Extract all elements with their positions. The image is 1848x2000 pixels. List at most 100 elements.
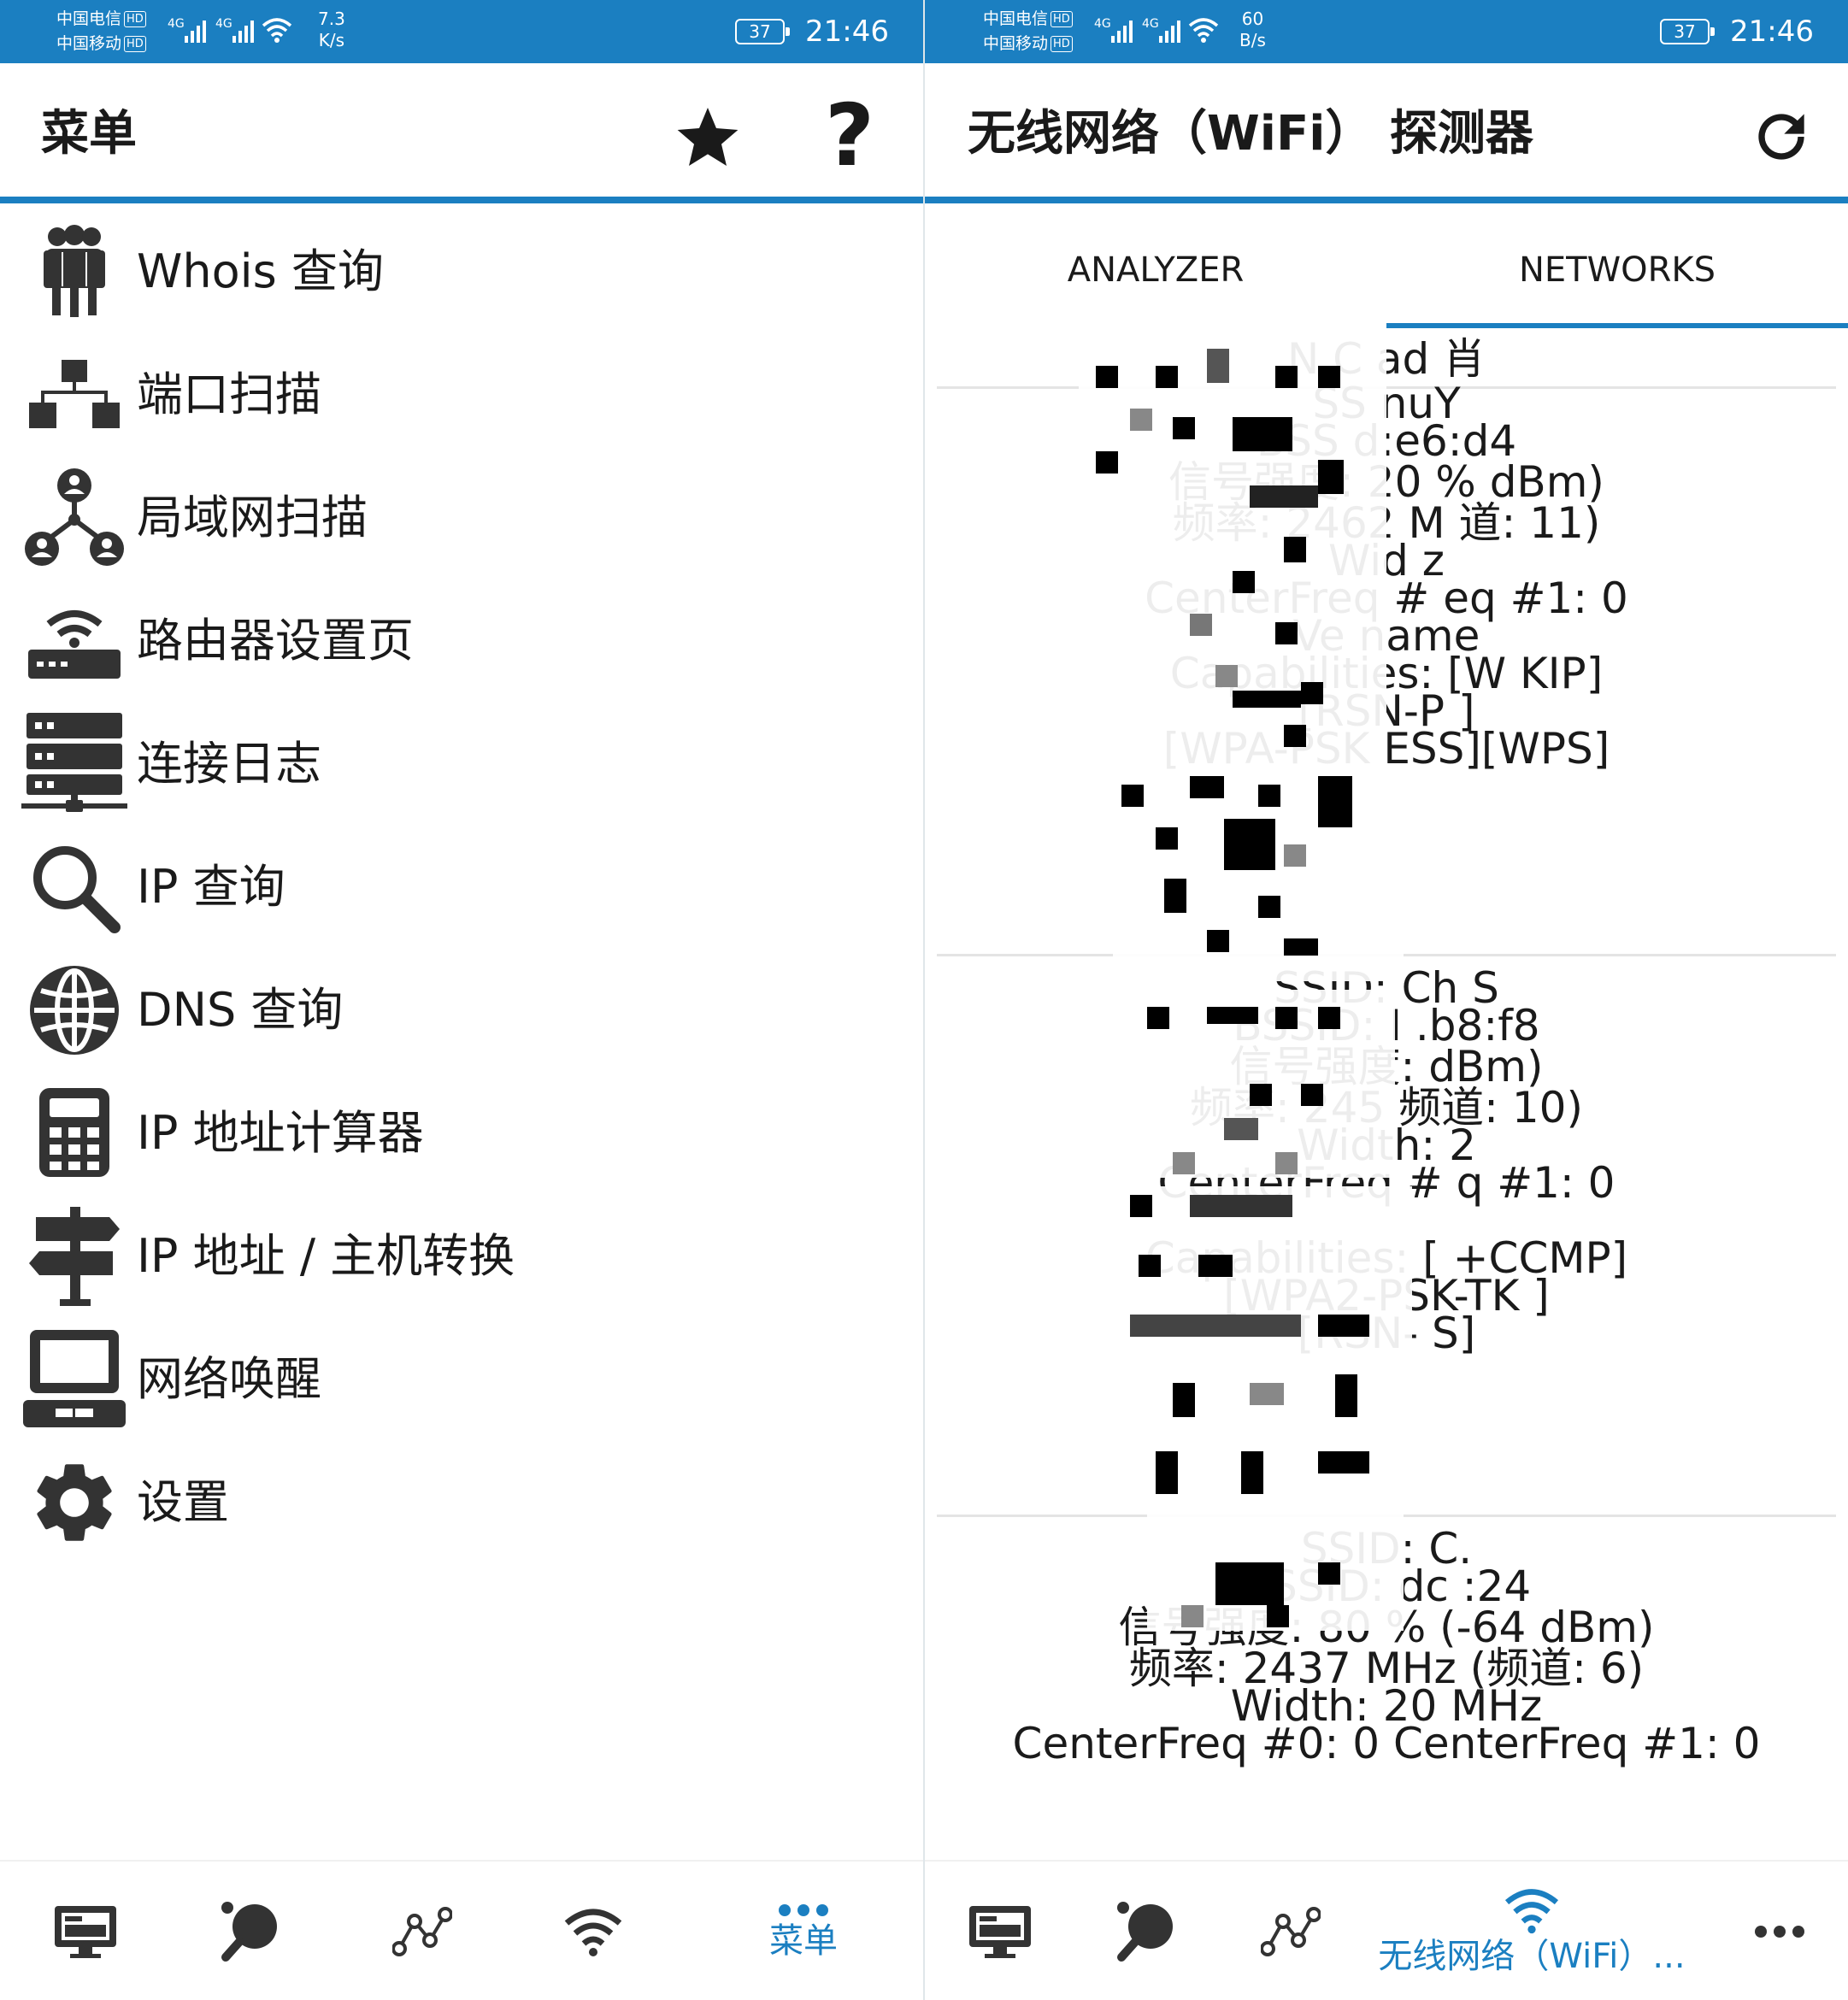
monitor-dashboard-icon [55,1906,116,1958]
nav-ping[interactable] [1096,1862,1198,2000]
status-bar: 中国电信 HD 中国移动 HD 4G 4G 7.3 K/s 37 21:46 [0,0,923,63]
privacy-mosaic [1147,1443,1404,1631]
bottom-nav: 菜单 [0,1860,923,2000]
signal-icon: 4G 4G [1094,12,1239,53]
more-dots-icon [1755,1926,1804,1938]
page-title: 无线网络（WiFi） 探测器 [968,106,1533,162]
search-icon [19,832,130,943]
wifi-icon [564,1909,622,1956]
menu-item-wake-on-lan[interactable]: 网络唤醒 [0,1318,923,1441]
menu-item-label: 设置 [137,1475,229,1529]
hd-badge: HD [1051,36,1073,52]
carrier-1: 中国电信 [56,9,122,28]
tab-networks[interactable]: NETWORKS [1518,250,1716,290]
net-speed: 7.3 K/s [318,9,345,50]
menu-screen: 中国电信 HD 中国移动 HD 4G 4G 7.3 K/s 37 21:46 菜单 [0,0,923,2000]
svg-text:4G: 4G [215,17,232,31]
battery-icon: 37 [735,19,790,44]
refresh-icon [1758,114,1804,160]
server-log-icon [19,709,130,820]
tab-analyzer[interactable]: ANALYZER [1067,250,1245,290]
svg-text:4G: 4G [1142,17,1159,31]
page-title: 菜单 [41,106,137,162]
menu-item-connection-log[interactable]: 连接日志 [0,703,923,826]
network-tree-icon [19,339,130,450]
network-line: Width: 20 MHz [1230,1681,1543,1731]
carrier-2: 中国移动 [56,34,122,53]
privacy-mosaic [1079,332,1386,776]
app-bar: 菜单 ? [0,63,923,203]
calculator-icon [19,1078,130,1189]
hd-badge: HD [1051,11,1073,27]
network-list: N C ad 肖 SS nuY BSS d:e6:d4 信号强度: 20 % d… [925,332,1848,1844]
menu-item-label: 局域网扫描 [137,491,368,544]
globe-icon [19,955,130,1066]
menu-item-label: IP 查询 [137,860,285,914]
tab-indicator [1386,323,1848,328]
nav-traceroute[interactable] [1239,1862,1342,2000]
nav-ping[interactable] [200,1862,303,2000]
menu-item-ip-host-convert[interactable]: IP 地址 / 主机转换 [0,1195,923,1318]
ping-pong-icon [1117,1902,1173,1962]
wifi-analyzer-screen: 中国电信 HD 中国移动 HD 4G 4G 60 B/s 37 21:46 无线网络… [925,0,1848,2000]
signpost-icon [19,1201,130,1312]
svg-text:4G: 4G [168,17,185,31]
menu-item-dns-lookup[interactable]: DNS 查询 [0,949,923,1072]
privacy-mosaic [1113,776,1404,981]
menu-item-settings[interactable]: 设置 [0,1441,923,1564]
status-bar: 中国电信 HD 中国移动 HD 4G 4G 60 B/s 37 21:46 [925,0,1848,63]
carrier-info: 中国电信 HD 中国移动 HD [983,7,1073,56]
menu-item-router-setup[interactable]: 路由器设置页 [0,579,923,703]
clock: 21:46 [1730,15,1814,49]
separator [937,386,1836,389]
nav-wifi[interactable]: 无线网络（WiFi）... [1352,1862,1711,2000]
monitor-dashboard-icon [969,1906,1031,1958]
refresh-button[interactable] [1740,96,1822,178]
signal-icon: 4G 4G [168,12,313,53]
nav-dashboard[interactable] [34,1862,137,2000]
nav-traceroute[interactable] [371,1862,474,2000]
network-item[interactable]: SS nuY BSS d:e6:d4 信号强度: 20 % dBm) 频率: 2… [937,376,1836,776]
privacy-mosaic [1121,1186,1412,1443]
menu-item-label: 连接日志 [137,737,321,791]
menu-item-port-scan[interactable]: 端口扫描 [0,333,923,456]
menu-item-ip-lookup[interactable]: IP 查询 [0,826,923,949]
menu-item-label: IP 地址 / 主机转换 [137,1229,515,1283]
battery-icon: 37 [1660,19,1715,44]
menu-item-whois[interactable]: Whois 查询 [0,210,923,333]
star-icon [677,108,739,166]
menu-item-lan-scan[interactable]: 局域网扫描 [0,456,923,579]
nav-menu-label: 菜单 [769,1921,838,1961]
menu-item-label: Whois 查询 [137,244,384,298]
svg-text:4G: 4G [1094,17,1111,31]
bottom-nav: 无线网络（WiFi）... [925,1860,1848,2000]
lan-users-icon [19,462,130,574]
menu-item-ip-calculator[interactable]: IP 地址计算器 [0,1072,923,1195]
nav-wifi-label: 无线网络（WiFi）... [1378,1937,1686,1976]
tab-bar: ANALYZER NETWORKS [925,210,1848,330]
nav-wifi[interactable] [542,1862,644,2000]
nav-menu[interactable] [1728,1862,1831,2000]
carrier-1: 中国电信 [983,9,1049,28]
help-button[interactable]: ? [824,85,874,185]
hd-badge: HD [124,36,146,52]
clock: 21:46 [805,15,889,49]
network-line: 频率: 2437 MHz (频道: 6) [1128,1644,1645,1693]
nav-menu[interactable]: 菜单 [735,1862,872,2000]
favorite-button[interactable] [667,96,749,178]
pane-divider [923,0,925,2000]
graph-nodes-icon [1261,1907,1321,1956]
router-icon [19,585,130,697]
network-line: [WPA-PSK ESS][WPS] [1163,724,1610,774]
menu-item-label: 网络唤醒 [137,1352,321,1406]
more-dots-icon [779,1904,828,1916]
computer-icon [19,1324,130,1435]
wifi-icon [1504,1889,1559,1934]
carrier-2: 中国移动 [983,34,1049,53]
menu-item-label: 端口扫描 [137,368,321,421]
graph-nodes-icon [392,1907,452,1956]
nav-dashboard[interactable] [949,1862,1051,2000]
privacy-mosaic [1139,990,1395,1178]
ping-pong-icon [221,1902,277,1962]
net-speed: 60 B/s [1239,9,1266,50]
